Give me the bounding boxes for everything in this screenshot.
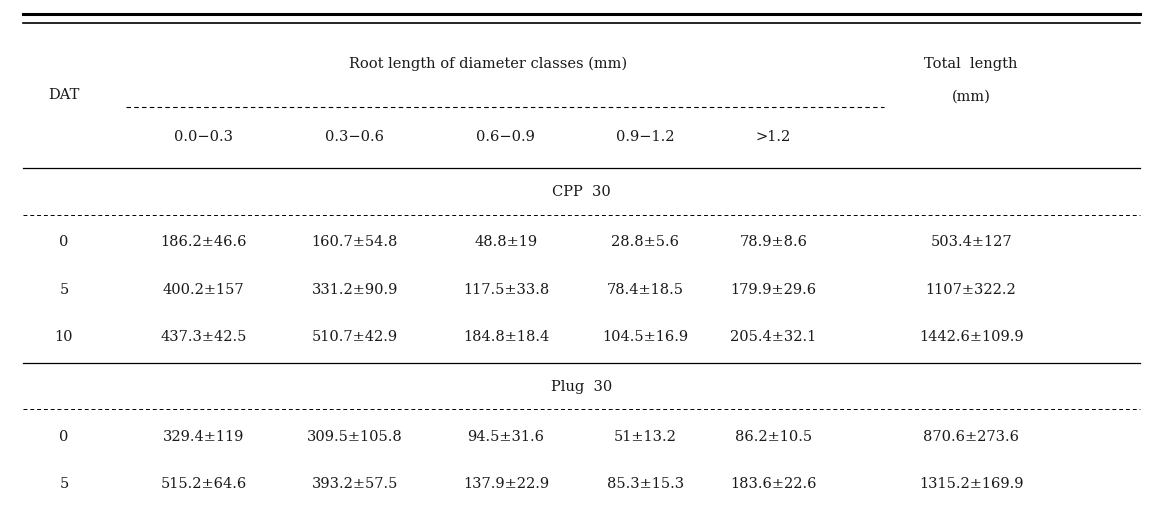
Text: Plug  30: Plug 30 xyxy=(551,380,612,394)
Text: 309.5±105.8: 309.5±105.8 xyxy=(307,430,402,444)
Text: 1315.2±169.9: 1315.2±169.9 xyxy=(919,476,1023,491)
Text: 0.9−1.2: 0.9−1.2 xyxy=(616,130,675,145)
Text: 117.5±33.8: 117.5±33.8 xyxy=(463,283,549,297)
Text: 137.9±22.9: 137.9±22.9 xyxy=(463,476,549,491)
Text: 400.2±157: 400.2±157 xyxy=(163,283,244,297)
Text: 78.9±8.6: 78.9±8.6 xyxy=(740,235,807,249)
Text: 186.2±46.6: 186.2±46.6 xyxy=(160,235,247,249)
Text: 86.2±10.5: 86.2±10.5 xyxy=(735,430,812,444)
Text: 5: 5 xyxy=(59,476,69,491)
Text: 1107±322.2: 1107±322.2 xyxy=(926,283,1016,297)
Text: 78.4±18.5: 78.4±18.5 xyxy=(607,283,684,297)
Text: 0.3−0.6: 0.3−0.6 xyxy=(326,130,384,145)
Text: 160.7±54.8: 160.7±54.8 xyxy=(312,235,398,249)
Text: 0.6−0.9: 0.6−0.9 xyxy=(477,130,535,145)
Text: Total  length: Total length xyxy=(925,56,1018,71)
Text: CPP  30: CPP 30 xyxy=(552,185,611,200)
Text: 184.8±18.4: 184.8±18.4 xyxy=(463,330,549,344)
Text: 510.7±42.9: 510.7±42.9 xyxy=(312,330,398,344)
Text: 10: 10 xyxy=(55,330,73,344)
Text: 437.3±42.5: 437.3±42.5 xyxy=(160,330,247,344)
Text: (mm): (mm) xyxy=(951,90,991,104)
Text: 85.3±15.3: 85.3±15.3 xyxy=(607,476,684,491)
Text: 503.4±127: 503.4±127 xyxy=(930,235,1012,249)
Text: 0: 0 xyxy=(59,430,69,444)
Text: 104.5±16.9: 104.5±16.9 xyxy=(602,330,688,344)
Text: 515.2±64.6: 515.2±64.6 xyxy=(160,476,247,491)
Text: 94.5±31.6: 94.5±31.6 xyxy=(468,430,544,444)
Text: DAT: DAT xyxy=(49,89,79,102)
Text: 0: 0 xyxy=(59,235,69,249)
Text: 205.4±32.1: 205.4±32.1 xyxy=(730,330,816,344)
Text: 183.6±22.6: 183.6±22.6 xyxy=(730,476,816,491)
Text: 179.9±29.6: 179.9±29.6 xyxy=(730,283,816,297)
Text: 28.8±5.6: 28.8±5.6 xyxy=(612,235,679,249)
Text: 48.8±19: 48.8±19 xyxy=(475,235,537,249)
Text: 51±13.2: 51±13.2 xyxy=(614,430,677,444)
Text: 331.2±90.9: 331.2±90.9 xyxy=(312,283,398,297)
Text: 393.2±57.5: 393.2±57.5 xyxy=(312,476,398,491)
Text: >1.2: >1.2 xyxy=(756,130,791,145)
Text: 870.6±273.6: 870.6±273.6 xyxy=(923,430,1019,444)
Text: 0.0−0.3: 0.0−0.3 xyxy=(174,130,233,145)
Text: 1442.6±109.9: 1442.6±109.9 xyxy=(919,330,1023,344)
Text: 5: 5 xyxy=(59,283,69,297)
Text: Root length of diameter classes (mm): Root length of diameter classes (mm) xyxy=(349,56,628,71)
Text: 329.4±119: 329.4±119 xyxy=(163,430,244,444)
